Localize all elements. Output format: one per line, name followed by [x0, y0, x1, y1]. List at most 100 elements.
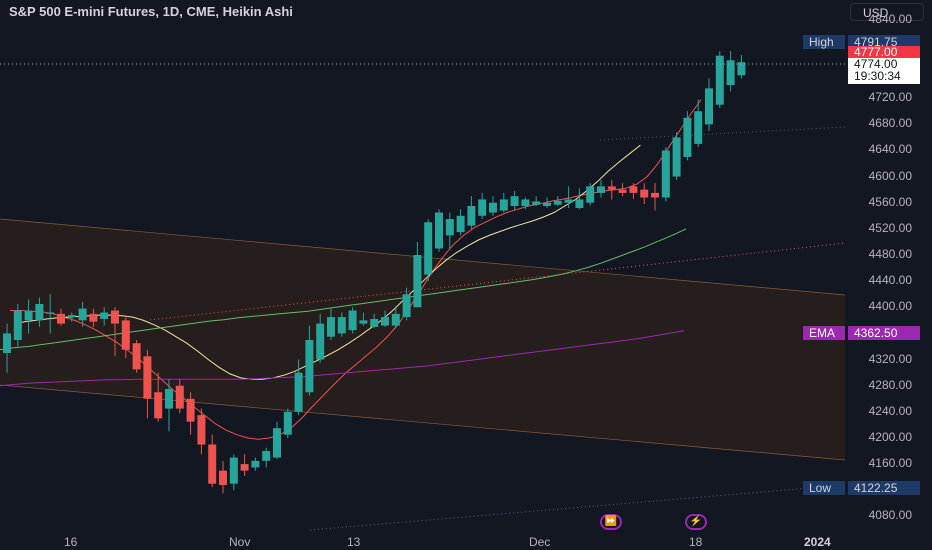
candle-body [78, 308, 87, 321]
candle [424, 219, 433, 282]
candle [327, 308, 335, 340]
candle-body [262, 451, 271, 461]
time-tick-label: 2024 [804, 535, 831, 549]
candle-body [661, 150, 670, 198]
candle [348, 307, 357, 334]
candle [175, 379, 184, 414]
candle-body [381, 317, 389, 326]
time-tick-label: 16 [64, 535, 78, 549]
candle-body [165, 388, 173, 409]
candle [13, 304, 22, 347]
candle-body [175, 385, 184, 409]
candle-body [467, 205, 476, 226]
candle-body [3, 333, 11, 354]
candle-body [597, 186, 605, 193]
time-tick-label: Dec [529, 535, 551, 549]
candle-body [532, 201, 541, 205]
candle [154, 372, 163, 422]
candle-body [683, 117, 692, 157]
candle [586, 183, 595, 206]
candle-body [219, 470, 227, 486]
candle-body [57, 313, 65, 324]
time-tick-label: 18 [689, 535, 703, 549]
candle [672, 132, 681, 180]
high-label-tag: High [803, 35, 845, 49]
candle-body [618, 189, 627, 193]
candle-body [510, 196, 519, 206]
candle-body [726, 60, 735, 86]
candle [553, 196, 562, 206]
candle [46, 294, 55, 334]
candle-body [111, 310, 119, 324]
candle [24, 299, 33, 334]
candle-body [240, 464, 249, 471]
currency-button[interactable]: USD [850, 3, 924, 21]
ema-label-tag: EMA [803, 326, 845, 340]
candle [111, 307, 119, 357]
candle [337, 312, 346, 337]
price-tick-label: 4240.00 [868, 403, 912, 418]
candle-body [651, 192, 659, 198]
candle-body [575, 199, 584, 208]
candle [575, 188, 584, 210]
candle-body [197, 415, 206, 445]
candle [456, 209, 465, 236]
fast-forward-icon[interactable]: ⏩ [600, 514, 622, 530]
candle [251, 457, 260, 471]
candle-body [305, 339, 314, 393]
high-value-tag: 4791.75 [848, 35, 920, 49]
candle [273, 421, 281, 459]
lightning-icon[interactable]: ⚡ [685, 514, 707, 530]
candle-body [208, 444, 217, 484]
candle [510, 190, 519, 211]
candle [737, 55, 746, 79]
candle [651, 183, 659, 211]
price-tick-label: 4160.00 [868, 456, 912, 471]
candle-body [694, 111, 703, 144]
candle-body [273, 428, 281, 458]
candle [543, 197, 551, 208]
candle [3, 323, 11, 373]
price-tick-label: 4320.00 [868, 351, 912, 366]
ema-value-tag: 4362.50 [848, 326, 920, 340]
last-price-tag: 4777.00 [848, 46, 920, 58]
candle [316, 313, 325, 363]
bar-countdown: 19:30:34 [854, 69, 901, 83]
candle [186, 392, 195, 435]
candle-body [672, 137, 681, 177]
candle-body [24, 310, 33, 321]
candle [705, 78, 713, 131]
candle [726, 51, 735, 92]
candle [499, 192, 508, 213]
candle [467, 196, 476, 229]
candle [78, 302, 87, 327]
candle [597, 179, 605, 198]
candle [359, 312, 368, 326]
candle [413, 241, 422, 308]
candle [629, 183, 638, 199]
candle [381, 310, 389, 327]
low-label-tag: Low [803, 481, 845, 495]
candle-body [445, 219, 454, 236]
candle-body [337, 317, 346, 334]
current-price-tag: 4774.00 19:30:34 [848, 58, 920, 84]
candle-body [564, 199, 573, 203]
candle [67, 312, 76, 322]
price-tick-label: 4400.00 [868, 299, 912, 314]
candle [640, 183, 649, 205]
candle-body [370, 319, 379, 327]
candle-body [121, 320, 130, 350]
candle-body [154, 392, 163, 419]
candle-body [521, 199, 530, 206]
candle [305, 325, 314, 396]
candle [219, 460, 227, 494]
grey-trend-line [599, 126, 846, 141]
candle-body [100, 312, 109, 320]
candle [564, 186, 573, 208]
candle [607, 179, 616, 200]
candle-body [402, 294, 411, 318]
candle [240, 454, 249, 476]
candle [121, 315, 130, 359]
price-channel [0, 219, 845, 460]
